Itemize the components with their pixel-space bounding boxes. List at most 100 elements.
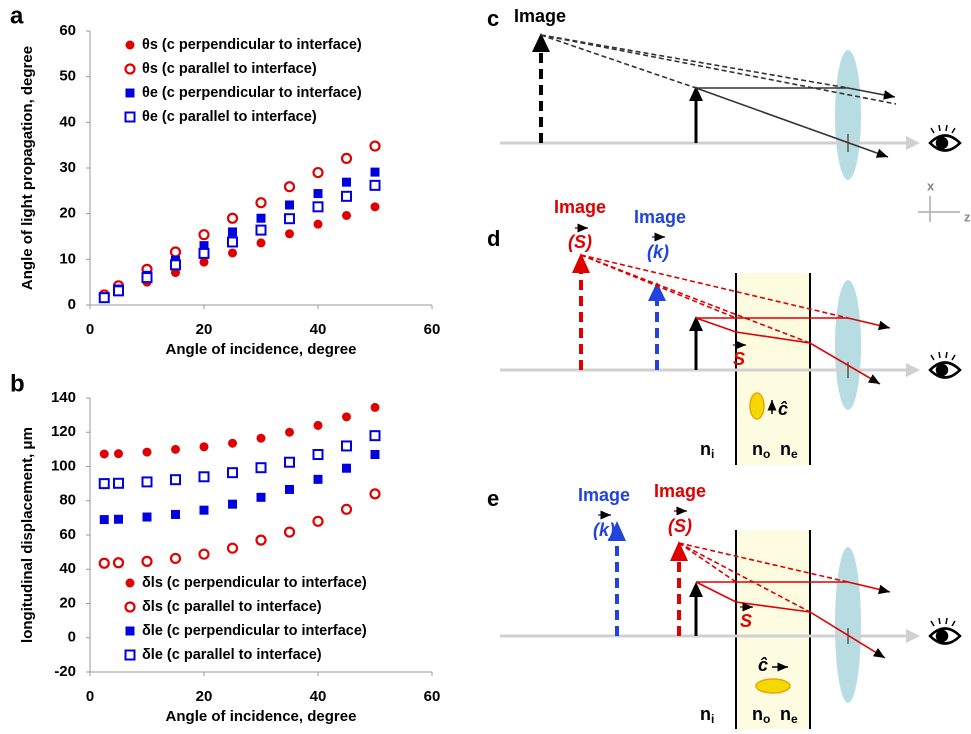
y-tick-label: 20 [59, 205, 76, 222]
y-tick-label: 140 [51, 389, 76, 406]
index-sub: o [763, 447, 770, 461]
marker [285, 528, 294, 537]
marker [171, 248, 180, 257]
marker [228, 214, 237, 223]
marker [371, 431, 380, 440]
ray-label: S [740, 611, 752, 631]
axis-label: x [927, 178, 935, 193]
marker [342, 154, 351, 163]
panel-label: e [487, 486, 499, 511]
legend-label: δle (c perpendicular to interface) [142, 623, 367, 639]
arrow-head [532, 33, 550, 52]
marker [257, 226, 266, 235]
marker [257, 536, 266, 545]
lens [835, 547, 861, 703]
marker [342, 192, 351, 201]
y-tick-label: 0 [68, 629, 76, 646]
marker [171, 260, 180, 269]
marker [371, 403, 380, 412]
marker [314, 517, 323, 526]
arrow-head [670, 541, 688, 561]
marker [228, 248, 237, 257]
legend-marker [126, 41, 135, 50]
figure: a01020304050600204060Angle of incidence,… [0, 0, 971, 729]
marker [143, 448, 152, 457]
index-sub: o [763, 712, 770, 726]
marker [314, 421, 323, 430]
marker [200, 550, 209, 559]
image-label: Image [578, 485, 630, 505]
axis-arrow [906, 629, 920, 643]
marker [314, 450, 323, 459]
marker [257, 238, 266, 247]
index-base: n [700, 704, 711, 724]
x-tick-label: 40 [310, 688, 327, 705]
x-axis-label: Angle of incidence, degree [166, 708, 357, 725]
marker [143, 273, 152, 282]
panel-label: d [487, 226, 500, 251]
image-symbol: (S) [668, 516, 692, 536]
legend-marker [126, 89, 135, 98]
image-symbol: (k) [647, 242, 669, 262]
index-label: ni [700, 704, 714, 726]
marker [257, 198, 266, 207]
marker [285, 182, 294, 191]
image-label: Image [554, 197, 606, 217]
y-tick-label: 40 [59, 113, 76, 130]
marker [257, 214, 266, 223]
legend-label: δle (c parallel to interface) [142, 647, 322, 663]
marker [285, 458, 294, 467]
marker [143, 513, 152, 522]
marker [114, 449, 123, 458]
y-tick-label: 0 [68, 296, 76, 313]
marker [342, 441, 351, 450]
legend-marker [126, 65, 135, 74]
marker [285, 214, 294, 223]
marker [228, 500, 237, 509]
y-tick-label: 40 [59, 560, 76, 577]
lens [835, 50, 861, 180]
marker [314, 220, 323, 229]
marker [228, 237, 237, 246]
marker [100, 515, 109, 524]
x-axis-label: Angle of incidence, degree [166, 341, 357, 358]
marker [100, 479, 109, 488]
legend-label: θe (c perpendicular to interface) [142, 85, 362, 101]
y-tick-label: 60 [59, 526, 76, 543]
x-tick-label: 0 [86, 688, 94, 705]
marker [371, 202, 380, 211]
image-label: Image [634, 207, 686, 227]
marker [342, 464, 351, 473]
y-tick-label: 50 [59, 68, 76, 85]
index-base: n [752, 439, 763, 459]
index-base: n [752, 704, 763, 724]
image-symbol: (k) [593, 520, 615, 540]
legend-marker [126, 579, 135, 588]
y-tick-label: 100 [51, 457, 76, 474]
panel-label: c [487, 6, 499, 31]
marker [257, 434, 266, 443]
marker [200, 506, 209, 515]
legend-marker [126, 603, 135, 612]
marker [285, 229, 294, 238]
marker [143, 557, 152, 566]
index-sub: i [711, 712, 714, 726]
optic-axis-label: ĉ [778, 399, 788, 419]
marker [314, 189, 323, 198]
marker [200, 230, 209, 239]
marker [342, 505, 351, 514]
eye [930, 352, 960, 378]
x-tick-label: 60 [424, 688, 441, 705]
axis-arrow [906, 136, 920, 150]
y-tick-label: 120 [51, 423, 76, 440]
index-sub: i [711, 447, 714, 461]
y-axis-label: Angle of light propagation, degree [19, 46, 36, 290]
x-tick-label: 20 [196, 321, 213, 338]
lens [835, 280, 861, 410]
y-tick-label: -20 [54, 663, 76, 680]
marker [314, 475, 323, 484]
y-axis-label: longitudinal displacement, μm [19, 427, 36, 643]
legend-label: θs (c parallel to interface) [142, 61, 317, 77]
coordinate-axes [918, 196, 960, 222]
marker [114, 479, 123, 488]
